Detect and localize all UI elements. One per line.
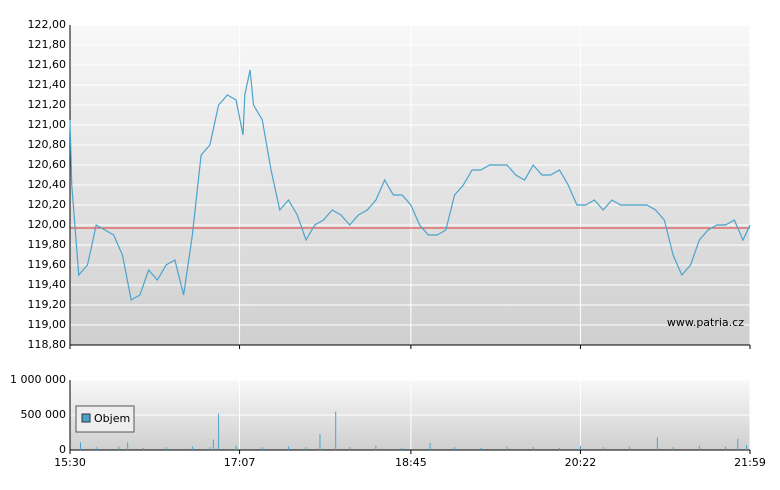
y-tick-label: 119,00 — [28, 318, 67, 331]
y-tick-label: 1 000 000 — [10, 373, 66, 386]
legend-swatch — [81, 413, 91, 423]
y-tick-label: 119,20 — [28, 298, 67, 311]
x-tick-label: 21:59 — [734, 456, 766, 469]
y-tick-label: 118,80 — [28, 338, 67, 351]
watermark: www.patria.cz — [667, 316, 744, 329]
y-tick-label: 119,80 — [28, 238, 67, 251]
x-tick-label: 18:45 — [395, 456, 427, 469]
y-tick-label: 119,40 — [28, 278, 67, 291]
y-tick-label: 120,20 — [28, 198, 67, 211]
x-tick-label: 20:22 — [565, 456, 597, 469]
legend-label: Objem — [94, 412, 130, 425]
y-tick-label: 120,80 — [28, 138, 67, 151]
y-tick-label: 121,40 — [28, 78, 67, 91]
x-tick-label: 17:07 — [224, 456, 256, 469]
price-line — [69, 69, 751, 301]
y-tick-label: 119,60 — [28, 258, 67, 271]
y-tick-label: 121,60 — [28, 58, 67, 71]
y-tick-label: 120,00 — [28, 218, 67, 231]
y-tick-label: 122,00 — [28, 18, 67, 31]
x-tick-label: 15:30 — [54, 456, 86, 469]
y-tick-label: 121,20 — [28, 98, 67, 111]
y-tick-label: 500 000 — [21, 408, 67, 421]
y-tick-label: 0 — [59, 443, 66, 456]
y-tick-label: 120,40 — [28, 178, 67, 191]
y-tick-label: 120,60 — [28, 158, 67, 171]
y-tick-label: 121,80 — [28, 38, 67, 51]
y-tick-label: 121,00 — [28, 118, 67, 131]
